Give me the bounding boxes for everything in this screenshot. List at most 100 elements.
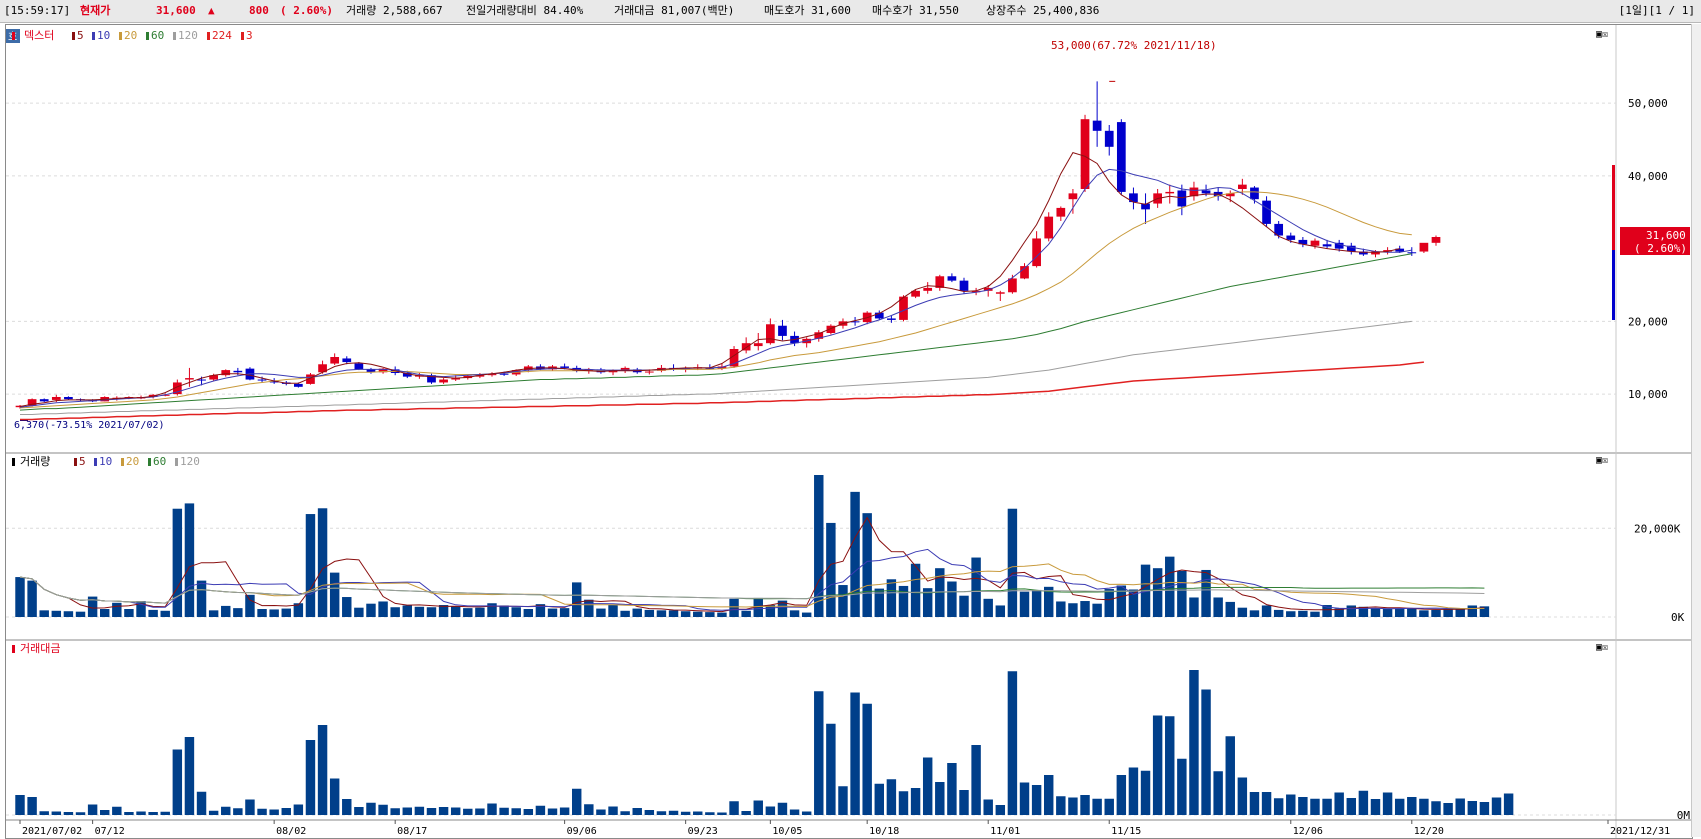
volume-bar — [475, 607, 485, 617]
amount-bar — [1177, 758, 1187, 815]
amount-bar — [947, 763, 957, 815]
candle-body — [366, 369, 376, 373]
listed-shares: 상장주수 25,400,836 — [986, 4, 1100, 17]
amount-bar — [293, 804, 304, 815]
volume-bar — [559, 608, 570, 617]
volume-bar — [1189, 597, 1199, 617]
volume-bar — [886, 579, 897, 617]
volume-text: 거래량 2,588,667 — [346, 4, 443, 17]
volume-bar — [1116, 585, 1127, 617]
volume-bar — [1443, 609, 1453, 617]
date-tick-label: 2021/12/31 — [1610, 826, 1670, 837]
amount-bar — [1213, 771, 1223, 815]
volume-bar — [487, 603, 497, 617]
amount-bar — [1467, 801, 1478, 815]
volume-ma20-line — [19, 563, 1485, 609]
amount-bar — [39, 811, 49, 815]
volume-bar — [826, 522, 836, 617]
candle-body — [318, 364, 327, 373]
date-tick-label: 12/20 — [1414, 826, 1444, 837]
amount-bar — [99, 810, 110, 815]
current-price-label: 현재가 — [80, 4, 111, 17]
volume-bar — [983, 598, 993, 617]
volume-tick-label: 20,000K — [1634, 522, 1681, 535]
volume-bar — [366, 603, 376, 617]
volume-bar — [160, 610, 170, 617]
candle-body — [1419, 242, 1429, 252]
amount-bar — [378, 804, 388, 815]
candle-body — [850, 321, 860, 323]
last-price-text: 31,600 — [1646, 229, 1686, 242]
amount-bar — [184, 737, 195, 815]
candle-body — [378, 368, 388, 373]
volume-bar — [1273, 609, 1284, 617]
candle-body — [354, 363, 364, 370]
price-tick-label: 10,000 — [1628, 388, 1668, 401]
amount-bar — [196, 791, 207, 815]
volume-bar — [1249, 610, 1260, 617]
amount-bar — [1080, 795, 1090, 815]
legend-swatch — [173, 32, 176, 40]
amount-bar — [644, 810, 655, 815]
amount-bar — [87, 804, 98, 815]
candle-body — [983, 287, 993, 291]
page-indicator[interactable]: [1일][1 / 1] — [1618, 4, 1695, 17]
volume-bar — [656, 610, 667, 617]
legend-swatch — [175, 458, 178, 466]
volume-bar — [27, 580, 37, 617]
volume-bar — [693, 611, 703, 617]
amount-bar — [233, 808, 243, 815]
candle-body — [947, 276, 957, 281]
amount-bar — [838, 786, 848, 815]
candle-body — [1092, 120, 1102, 131]
panel-minimize-icon[interactable]: ▣☒ — [1596, 29, 1608, 40]
volume-bar — [1201, 569, 1211, 617]
amount-bar — [814, 691, 824, 815]
quote-info-bar: [15:59:17] 현재가 31,600 ▲ 800 ( 2.60%) 거래량… — [0, 0, 1701, 23]
amount-bar — [329, 778, 340, 815]
volume-bar — [1043, 586, 1054, 617]
amount-bar — [777, 802, 788, 815]
amount-bar — [898, 791, 909, 815]
amount-bar — [668, 810, 679, 815]
amount-bar — [1104, 798, 1114, 815]
legend-label: 10 — [97, 29, 110, 42]
legend-swatch — [74, 458, 77, 466]
volume-bar — [1237, 607, 1248, 617]
panel-minimize-icon[interactable]: ▣☒ — [1596, 642, 1608, 653]
legend-swatch — [12, 458, 15, 466]
volume-bar — [1092, 603, 1102, 617]
amount-bar — [547, 808, 558, 815]
legend-label: 224 — [212, 29, 232, 42]
amount-bar — [27, 797, 37, 815]
volume-bar — [233, 608, 243, 617]
amount-bar — [862, 703, 872, 815]
amount-bar — [75, 812, 86, 815]
candle-body — [209, 375, 218, 380]
amount-bar — [1503, 793, 1514, 815]
candle-body — [584, 369, 594, 371]
volume-bar — [922, 588, 933, 617]
volume-bar — [390, 607, 400, 617]
candle-body — [475, 375, 485, 377]
volume-bar — [1322, 605, 1332, 617]
amount-bar — [680, 811, 691, 815]
amount-bar — [124, 812, 134, 815]
right-scrollbar[interactable] — [1691, 24, 1701, 837]
volume-bar — [99, 609, 110, 617]
amount-bar — [1249, 792, 1260, 815]
volume-bar — [196, 580, 207, 617]
volume-bar — [1031, 589, 1042, 617]
panel-minimize-icon[interactable]: ▣☒ — [1596, 455, 1608, 466]
amount-bar — [463, 808, 473, 815]
price-range-bar-down — [1612, 250, 1615, 320]
volume-bar — [208, 610, 219, 617]
amount-bar — [1394, 798, 1405, 815]
amount-bar — [801, 811, 812, 815]
candle-body — [1286, 235, 1296, 240]
amount-bar — [971, 745, 981, 815]
ask-price: 매도호가 31,600 — [764, 4, 851, 17]
amount-bar — [1225, 736, 1235, 815]
